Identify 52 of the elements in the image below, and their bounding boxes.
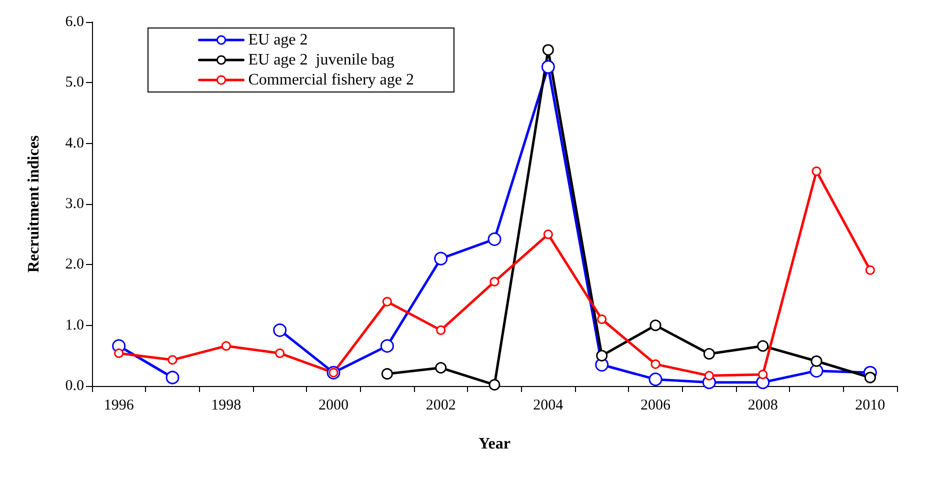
legend-label: EU age 2 [248, 32, 308, 48]
point [488, 379, 500, 391]
point [810, 364, 824, 378]
legend-label: EU age 2 juvenile bag [248, 52, 394, 68]
point [435, 362, 447, 374]
point [810, 355, 822, 367]
point [221, 341, 231, 351]
point [648, 372, 662, 386]
x-tick-label: 2008 [748, 398, 778, 414]
y-tick-label: 5.0 [65, 74, 84, 91]
point [541, 60, 555, 74]
x-tick-label: 2006 [640, 398, 671, 414]
point [596, 350, 608, 362]
legend-label: Commercial fishery age 2 [248, 72, 414, 88]
point [812, 166, 822, 176]
x-tick-label: 1998 [211, 398, 242, 414]
x-tick-label: 2010 [855, 398, 886, 414]
y-tick-label: 6.0 [65, 14, 84, 30]
point [114, 348, 124, 358]
point [543, 230, 553, 240]
x-tick-label: 1996 [104, 398, 134, 414]
point [757, 340, 769, 352]
point [542, 44, 554, 56]
y-tick-label: 2.0 [65, 256, 84, 273]
point [381, 368, 393, 380]
point [864, 372, 876, 384]
point [865, 265, 875, 275]
point [168, 355, 178, 365]
point [382, 296, 392, 306]
point [436, 325, 446, 335]
point [597, 314, 607, 324]
x-tick-label: 2004 [533, 398, 564, 414]
x-axis-title: Year [478, 436, 510, 452]
point [380, 339, 394, 353]
y-tick-label: 1.0 [65, 317, 84, 334]
y-tick-label: 0.0 [65, 378, 84, 394]
point [758, 370, 768, 380]
point [275, 348, 285, 358]
point [704, 370, 714, 380]
point [490, 276, 500, 286]
point [273, 323, 287, 337]
x-tick-label: 2002 [426, 398, 456, 414]
point [703, 348, 715, 360]
y-tick-label: 3.0 [65, 196, 84, 212]
point [650, 359, 660, 369]
y-tick-label: 4.0 [65, 135, 84, 152]
y-axis-title: Recruitment indices [26, 135, 42, 273]
x-tick-label: 2000 [318, 398, 348, 414]
point [488, 232, 502, 246]
point [434, 252, 448, 266]
point [166, 370, 180, 384]
point [650, 320, 662, 332]
